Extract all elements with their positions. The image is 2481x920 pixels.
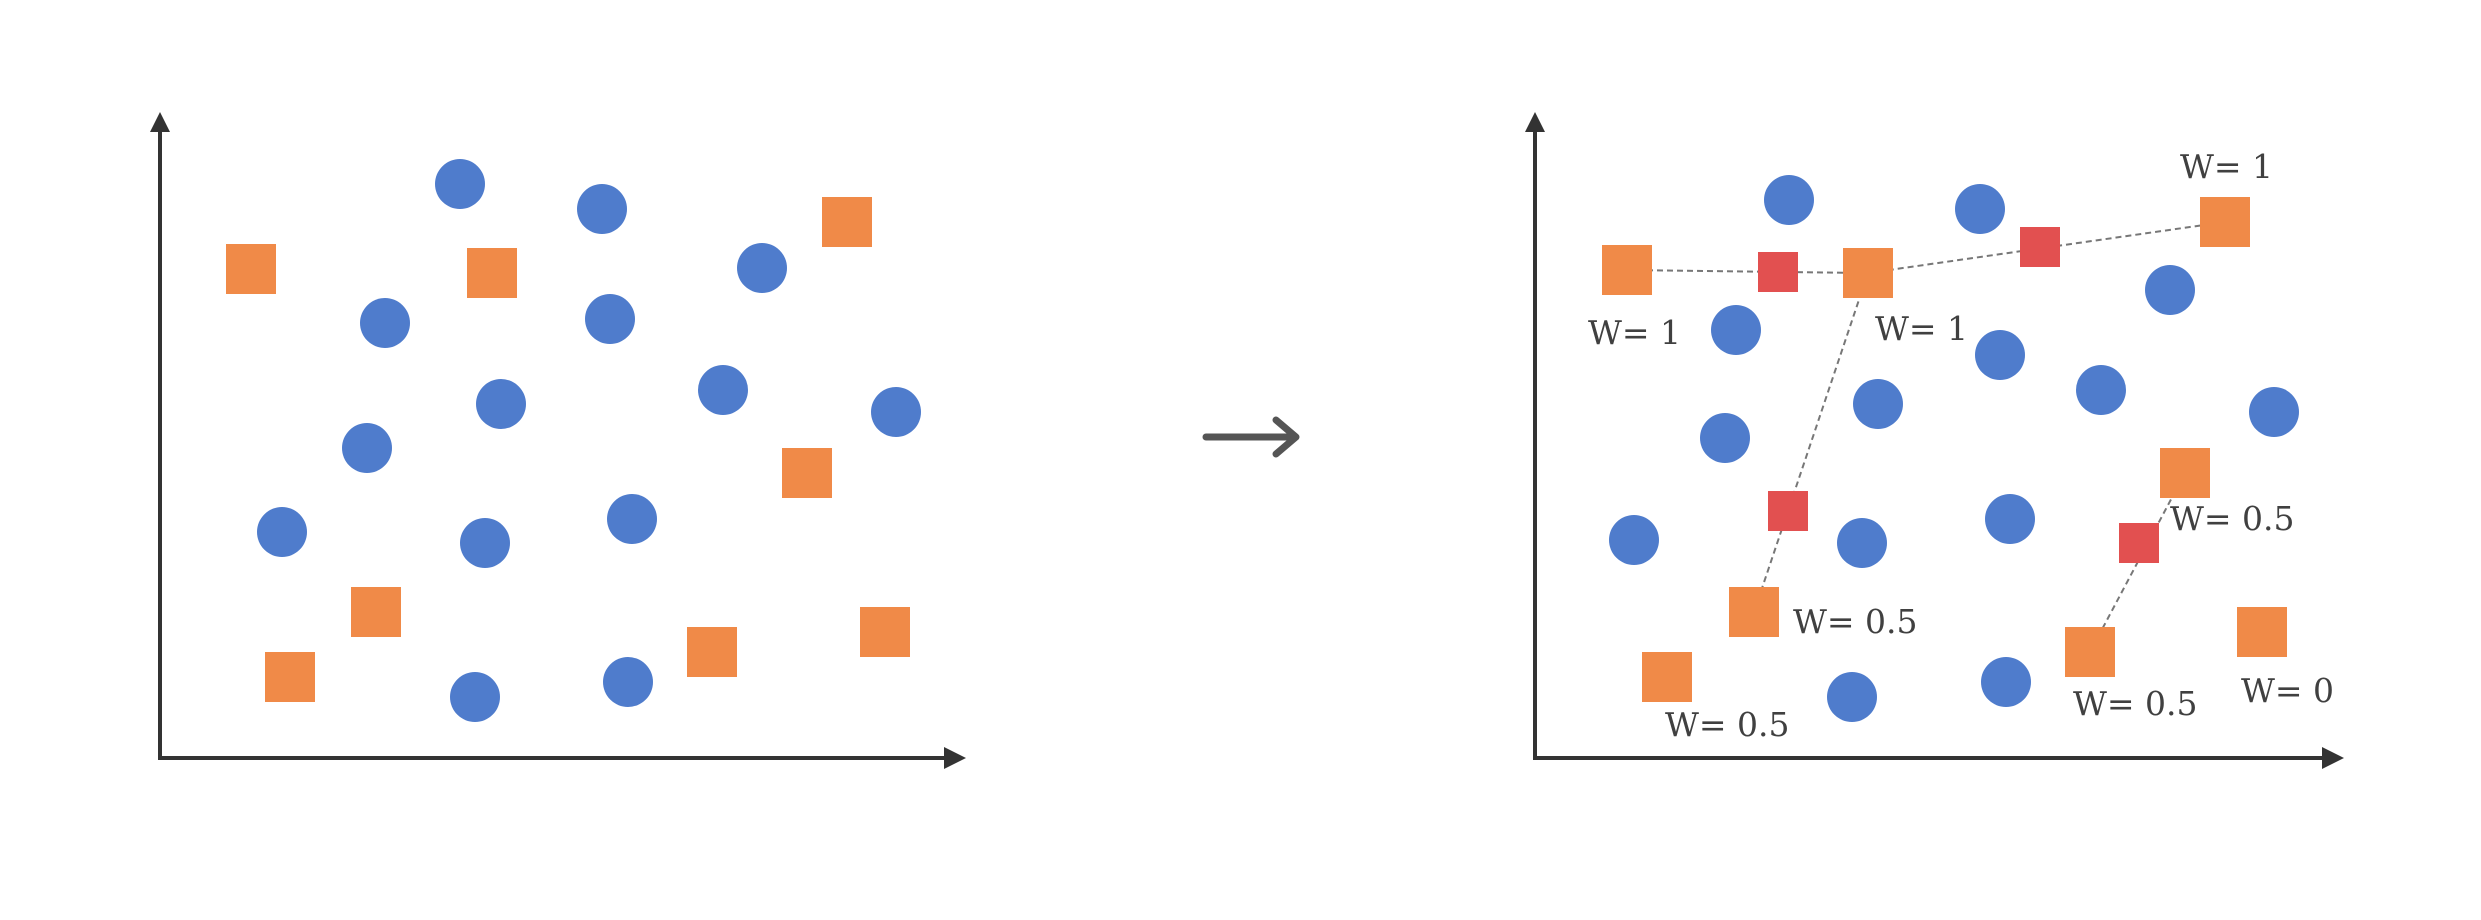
- majority-point: [737, 243, 787, 293]
- weight-label: W= 0.5: [2073, 684, 2198, 723]
- synthetic-point: [2020, 227, 2060, 267]
- weight-label: W= 1: [2180, 147, 2273, 186]
- left-x-arrowhead: [944, 747, 966, 769]
- minority-point: [2200, 197, 2250, 247]
- majority-point: [1837, 518, 1887, 568]
- majority-point: [2249, 387, 2299, 437]
- majority-point: [1827, 672, 1877, 722]
- majority-point: [450, 672, 500, 722]
- left-y-arrowhead: [150, 112, 170, 132]
- majority-point: [603, 657, 653, 707]
- synthetic-point: [1758, 252, 1798, 292]
- majority-point: [460, 518, 510, 568]
- right-y-arrowhead: [1525, 112, 1545, 132]
- majority-point: [342, 423, 392, 473]
- right-x-arrowhead: [2322, 747, 2344, 769]
- majority-point: [2076, 365, 2126, 415]
- synthetic-point: [2119, 523, 2159, 563]
- minority-point: [1642, 652, 1692, 702]
- majority-point: [1981, 657, 2031, 707]
- left-panel: [150, 112, 966, 769]
- minority-point: [860, 607, 910, 657]
- majority-point: [1975, 330, 2025, 380]
- majority-point: [257, 507, 307, 557]
- weight-label: W= 0.5: [1665, 705, 1790, 744]
- majority-point: [435, 159, 485, 209]
- minority-point: [1729, 587, 1779, 637]
- transform-arrow: [1202, 416, 1300, 458]
- minority-point: [265, 652, 315, 702]
- majority-point: [360, 298, 410, 348]
- weight-label: W= 0.5: [1793, 602, 1918, 641]
- interpolation-line: [1626, 269, 1869, 274]
- majority-point: [871, 387, 921, 437]
- majority-point: [1700, 413, 1750, 463]
- minority-point: [351, 587, 401, 637]
- minority-point: [2065, 627, 2115, 677]
- synthetic-point: [1768, 491, 1808, 531]
- right-panel: W= 1 W= 1 W= 1 W= 0.5 W= 0.5 W= 0.5 W= 0…: [1525, 112, 2344, 769]
- minority-point: [467, 248, 517, 298]
- minority-point: [782, 448, 832, 498]
- majority-point: [1609, 515, 1659, 565]
- majority-point: [2145, 265, 2195, 315]
- weight-label: W= 0.5: [2170, 499, 2295, 538]
- majority-point: [1955, 184, 2005, 234]
- weight-label: W= 0: [2241, 671, 2334, 710]
- minority-point: [822, 197, 872, 247]
- minority-point: [2237, 607, 2287, 657]
- minority-point: [226, 244, 276, 294]
- minority-point: [1843, 248, 1893, 298]
- minority-point: [2160, 448, 2210, 498]
- majority-point: [607, 494, 657, 544]
- majority-point: [1711, 305, 1761, 355]
- majority-point: [476, 379, 526, 429]
- majority-point: [1853, 379, 1903, 429]
- minority-point: [687, 627, 737, 677]
- majority-point: [577, 184, 627, 234]
- minority-point: [1602, 245, 1652, 295]
- majority-point: [585, 294, 635, 344]
- majority-point: [698, 365, 748, 415]
- weight-label: W= 1: [1875, 309, 1968, 348]
- majority-point: [1764, 175, 1814, 225]
- weight-label: W= 1: [1588, 313, 1681, 352]
- majority-point: [1985, 494, 2035, 544]
